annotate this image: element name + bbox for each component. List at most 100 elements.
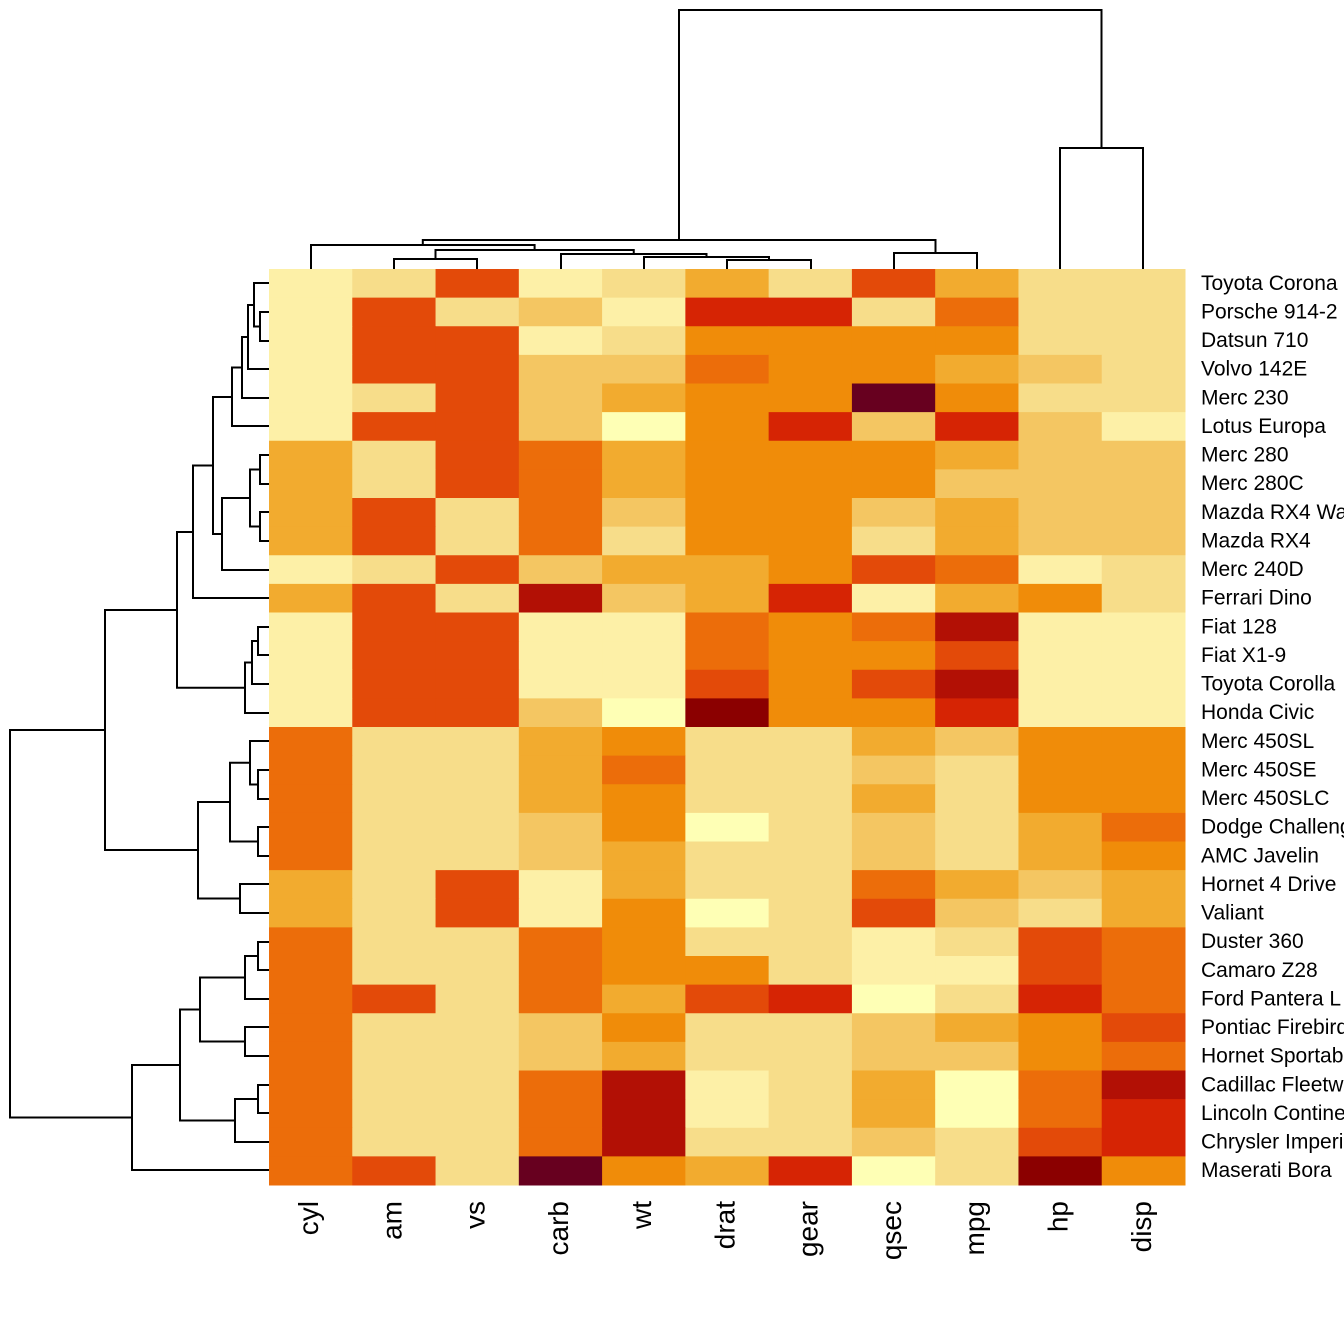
heatmap-cell — [768, 784, 853, 814]
heatmap-cell — [1101, 841, 1186, 871]
heatmap-cell — [1101, 956, 1186, 986]
heatmap-cell — [1018, 498, 1103, 528]
heatmap-cell — [935, 812, 1019, 842]
heatmap-cell — [352, 755, 437, 785]
heatmap-cell — [1101, 269, 1186, 299]
column-dendrogram — [310, 9, 1144, 269]
heatmap-cell — [602, 297, 686, 327]
heatmap-cell — [518, 641, 603, 671]
row-label: Volvo 142E — [1201, 358, 1307, 381]
row-label: Valiant — [1201, 902, 1264, 925]
heatmap-cell — [269, 1127, 353, 1157]
dendrogram-branch — [9, 282, 269, 1171]
row-label: Cadillac Fleetwood — [1201, 1073, 1344, 1096]
heatmap-cell — [435, 498, 520, 528]
heatmap-cell — [269, 1099, 353, 1129]
heatmap-cell — [518, 1156, 603, 1186]
heatmap-cell — [518, 1041, 603, 1071]
row-label: Merc 450SL — [1201, 730, 1314, 753]
heatmap-cell — [352, 1156, 437, 1186]
heatmap-cell — [1018, 841, 1103, 871]
heatmap-cell — [1101, 440, 1186, 470]
heatmap-cell — [935, 440, 1019, 470]
heatmap-cell — [435, 1127, 520, 1157]
row-label: Hornet Sportabout — [1201, 1045, 1344, 1068]
heatmap-cell — [1018, 698, 1103, 728]
heatmap-cell — [1018, 469, 1103, 499]
heatmap-cell — [768, 898, 853, 928]
heatmap-cell — [352, 1127, 437, 1157]
heatmap-cell — [352, 641, 437, 671]
column-label: qsec — [876, 1201, 907, 1260]
heatmap-cell — [935, 469, 1019, 499]
heatmap-cell — [935, 984, 1019, 1014]
heatmap-cell — [768, 297, 853, 327]
heatmap-cell — [602, 841, 686, 871]
heatmap-cell — [768, 440, 853, 470]
heatmap-cell — [935, 1070, 1019, 1100]
heatmap-cell — [685, 669, 770, 699]
row-label: Mazda RX4 Wag — [1201, 501, 1344, 524]
heatmap-cell — [685, 812, 770, 842]
heatmap-cell — [1101, 984, 1186, 1014]
heatmap-cell — [518, 698, 603, 728]
heatmap-cell — [269, 870, 353, 900]
heatmap-cell — [685, 698, 770, 728]
heatmap-cell — [269, 641, 353, 671]
heatmap-cell — [1018, 1013, 1103, 1043]
heatmap-cell — [685, 641, 770, 671]
heatmap-cell — [935, 755, 1019, 785]
row-label: Merc 280 — [1201, 444, 1289, 467]
heatmap-cell — [851, 440, 936, 470]
heatmap-cell — [518, 956, 603, 986]
heatmap-cell — [768, 526, 853, 556]
heatmap-cell — [851, 784, 936, 814]
dendrogram-branch — [310, 9, 1144, 269]
heatmap-cell — [269, 612, 353, 642]
heatmap-cell — [1101, 526, 1186, 556]
heatmap-cell — [352, 326, 437, 356]
heatmap-cell — [851, 927, 936, 957]
heatmap-cell — [602, 269, 686, 299]
heatmap-cell — [851, 1099, 936, 1129]
heatmap-cell — [851, 583, 936, 613]
heatmap-cell — [851, 1070, 936, 1100]
heatmap-cell — [851, 469, 936, 499]
heatmap-cell — [851, 1127, 936, 1157]
row-label: Datsun 710 — [1201, 329, 1308, 352]
column-label: am — [376, 1201, 407, 1240]
heatmap-cell — [1101, 498, 1186, 528]
heatmap-cell — [435, 383, 520, 413]
heatmap-cell — [685, 927, 770, 957]
heatmap-cell — [935, 354, 1019, 384]
heatmap-cell — [352, 669, 437, 699]
heatmap-cell — [435, 698, 520, 728]
row-label: Merc 230 — [1201, 386, 1289, 409]
heatmap-cell — [435, 469, 520, 499]
heatmap-cell — [602, 354, 686, 384]
heatmap-cell — [352, 1041, 437, 1071]
heatmap-cell — [1101, 1013, 1186, 1043]
heatmap-cell — [685, 784, 770, 814]
heatmap-cell — [602, 870, 686, 900]
heatmap-cell — [269, 526, 353, 556]
heatmap-cell — [935, 583, 1019, 613]
heatmap-cell — [269, 297, 353, 327]
heatmap-cell — [1101, 870, 1186, 900]
heatmap-cell — [935, 1127, 1019, 1157]
heatmap-cell — [518, 870, 603, 900]
column-label: cyl — [293, 1201, 324, 1235]
heatmap-cell — [1018, 1127, 1103, 1157]
heatmap-cell — [602, 641, 686, 671]
row-label: Fiat 128 — [1201, 615, 1277, 638]
heatmap-cell — [935, 1156, 1019, 1186]
heatmap-cell — [602, 412, 686, 442]
heatmap-cell — [1101, 1099, 1186, 1129]
heatmap-cell — [851, 984, 936, 1014]
column-label: mpg — [959, 1201, 990, 1255]
heatmap-cell — [435, 1013, 520, 1043]
heatmap-cell — [435, 984, 520, 1014]
heatmap-cell — [685, 755, 770, 785]
heatmap-cell — [518, 383, 603, 413]
heatmap-cell — [435, 755, 520, 785]
